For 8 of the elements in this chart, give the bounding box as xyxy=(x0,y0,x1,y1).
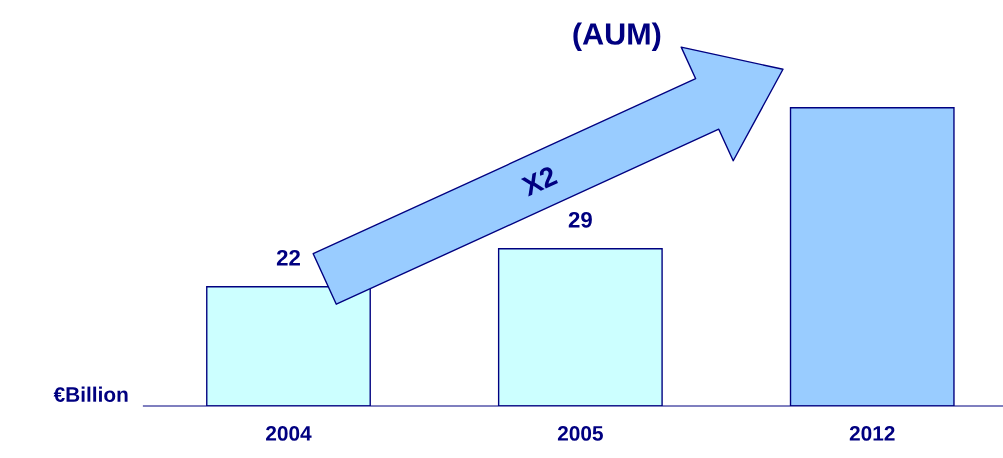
x-tick-label: 2004 xyxy=(266,426,312,441)
x-tick-label: 2005 xyxy=(557,426,603,441)
data-label: 22 xyxy=(276,249,300,266)
chart-title: (AUM) xyxy=(573,22,661,51)
data-label: 29 xyxy=(568,211,592,228)
x-tick-label: 2012 xyxy=(849,426,895,441)
annotation: X2 xyxy=(520,165,558,197)
y-axis-title: €Billion xyxy=(53,386,128,402)
